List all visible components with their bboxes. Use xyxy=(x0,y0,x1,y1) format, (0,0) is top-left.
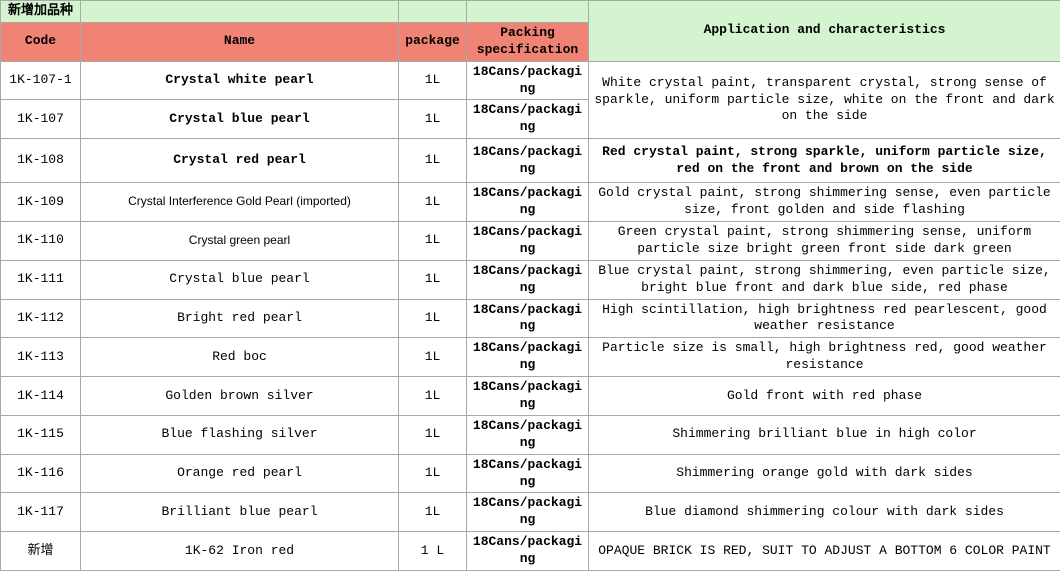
cell-package: 1L xyxy=(399,377,467,416)
cell-spec: 18Cans/packaging xyxy=(467,299,589,338)
cell-application: Red crystal paint, strong sparkle, unifo… xyxy=(589,139,1060,183)
table-row: 1K-114Golden brown silver1L18Cans/packag… xyxy=(1,377,1060,416)
table-row: 1K-108Crystal red pearl1L18Cans/packagin… xyxy=(1,139,1060,183)
cell-application: Green crystal paint, strong shimmering s… xyxy=(589,222,1060,261)
cell-spec: 18Cans/packaging xyxy=(467,532,589,571)
cell-spec: 18Cans/packaging xyxy=(467,61,589,100)
table-row: 1K-110Crystal green pearl1L18Cans/packag… xyxy=(1,222,1060,261)
cell-package: 1L xyxy=(399,222,467,261)
cell-name: Crystal blue pearl xyxy=(81,100,399,139)
cell-package: 1L xyxy=(399,139,467,183)
table-row: 1K-113Red boc1L18Cans/packagingParticle … xyxy=(1,338,1060,377)
cell-code: 1K-108 xyxy=(1,139,81,183)
cell-package: 1L xyxy=(399,100,467,139)
cell-package: 1 L xyxy=(399,532,467,571)
cell-spec: 18Cans/packaging xyxy=(467,183,589,222)
cell-package: 1L xyxy=(399,338,467,377)
cell-name: Bright red pearl xyxy=(81,299,399,338)
cell-spec: 18Cans/packaging xyxy=(467,415,589,454)
cell-spec: 18Cans/packaging xyxy=(467,377,589,416)
cell-code: 1K-111 xyxy=(1,260,81,299)
cell-code: 1K-110 xyxy=(1,222,81,261)
cell-spec: 18Cans/packaging xyxy=(467,100,589,139)
cell-name: Crystal red pearl xyxy=(81,139,399,183)
header-blank-package xyxy=(399,1,467,23)
table-row: 1K-107-1Crystal white pearl1L18Cans/pack… xyxy=(1,61,1060,100)
cell-spec: 18Cans/packaging xyxy=(467,338,589,377)
cell-name: Crystal white pearl xyxy=(81,61,399,100)
cell-application: Shimmering brilliant blue in high color xyxy=(589,415,1060,454)
cell-package: 1L xyxy=(399,260,467,299)
cell-name: 1K-62 Iron red xyxy=(81,532,399,571)
cell-application: Blue diamond shimmering colour with dark… xyxy=(589,493,1060,532)
cell-application: Particle size is small, high brightness … xyxy=(589,338,1060,377)
header-spec: Packing specification xyxy=(467,22,589,61)
cell-package: 1L xyxy=(399,61,467,100)
cell-code: 1K-117 xyxy=(1,493,81,532)
cell-spec: 18Cans/packaging xyxy=(467,139,589,183)
header-package: package xyxy=(399,22,467,61)
cell-code: 1K-115 xyxy=(1,415,81,454)
cell-application: Blue crystal paint, strong shimmering, e… xyxy=(589,260,1060,299)
cell-application: Gold crystal paint, strong shimmering se… xyxy=(589,183,1060,222)
product-table: 新增加品种Application and characteristicsCode… xyxy=(0,0,1060,571)
table-row: 1K-117Brilliant blue pearl1L18Cans/packa… xyxy=(1,493,1060,532)
cell-name: Red boc xyxy=(81,338,399,377)
cell-package: 1L xyxy=(399,454,467,493)
header-row-1: 新增加品种Application and characteristics xyxy=(1,1,1060,23)
cell-spec: 18Cans/packaging xyxy=(467,260,589,299)
header-application: Application and characteristics xyxy=(589,1,1060,62)
cell-application: White crystal paint, transparent crystal… xyxy=(589,61,1060,139)
cell-application: OPAQUE BRICK IS RED, SUIT TO ADJUST A BO… xyxy=(589,532,1060,571)
cell-name: Crystal Interference Gold Pearl (importe… xyxy=(81,183,399,222)
cell-code: 1K-107 xyxy=(1,100,81,139)
header-blank-spec xyxy=(467,1,589,23)
cell-name: Blue flashing silver xyxy=(81,415,399,454)
cell-code: 1K-112 xyxy=(1,299,81,338)
cell-package: 1L xyxy=(399,183,467,222)
cell-name: Crystal green pearl xyxy=(81,222,399,261)
cell-code: 新增 xyxy=(1,532,81,571)
cell-code: 1K-109 xyxy=(1,183,81,222)
cell-package: 1L xyxy=(399,415,467,454)
cell-application: Gold front with red phase xyxy=(589,377,1060,416)
cell-name: Orange red pearl xyxy=(81,454,399,493)
cell-spec: 18Cans/packaging xyxy=(467,222,589,261)
cell-code: 1K-116 xyxy=(1,454,81,493)
cell-code: 1K-114 xyxy=(1,377,81,416)
cell-code: 1K-107-1 xyxy=(1,61,81,100)
table-row: 1K-116Orange red pearl1L18Cans/packaging… xyxy=(1,454,1060,493)
cell-package: 1L xyxy=(399,299,467,338)
cell-spec: 18Cans/packaging xyxy=(467,493,589,532)
header-code: Code xyxy=(1,22,81,61)
cell-name: Golden brown silver xyxy=(81,377,399,416)
header-name: Name xyxy=(81,22,399,61)
cell-application: Shimmering orange gold with dark sides xyxy=(589,454,1060,493)
cell-package: 1L xyxy=(399,493,467,532)
table-row: 1K-115Blue flashing silver1L18Cans/packa… xyxy=(1,415,1060,454)
cell-name: Crystal blue pearl xyxy=(81,260,399,299)
table-row: 新增1K-62 Iron red1 L18Cans/packagingOPAQU… xyxy=(1,532,1060,571)
table-row: 1K-112Bright red pearl1L18Cans/packaging… xyxy=(1,299,1060,338)
header-blank-name xyxy=(81,1,399,23)
table-row: 1K-109Crystal Interference Gold Pearl (i… xyxy=(1,183,1060,222)
cell-code: 1K-113 xyxy=(1,338,81,377)
cell-spec: 18Cans/packaging xyxy=(467,454,589,493)
table-row: 1K-111Crystal blue pearl1L18Cans/packagi… xyxy=(1,260,1060,299)
cell-application: High scintillation, high brightness red … xyxy=(589,299,1060,338)
cell-name: Brilliant blue pearl xyxy=(81,493,399,532)
top-left-label: 新增加品种 xyxy=(1,1,81,23)
